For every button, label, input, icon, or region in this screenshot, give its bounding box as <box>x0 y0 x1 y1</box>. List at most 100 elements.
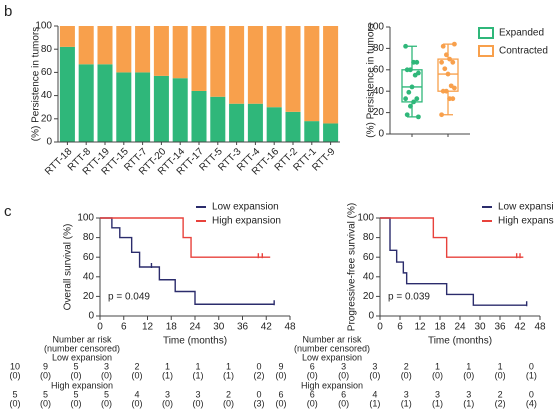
x-tick-label: 42 <box>261 322 273 333</box>
at-risk-count: 3 <box>165 389 170 399</box>
at-risk-count: 2 <box>134 361 139 371</box>
bar-segment <box>59 26 75 47</box>
bar-segment <box>323 123 339 142</box>
censored-count: (0) <box>401 370 412 380</box>
point <box>416 114 421 120</box>
point <box>411 59 416 65</box>
x-tick-label: 48 <box>534 322 546 333</box>
bar-segment <box>304 121 320 142</box>
bar-segment <box>172 78 188 142</box>
censored-count: (0) <box>132 398 143 408</box>
censored-count: (0) <box>101 370 112 380</box>
censored-count: (0) <box>338 398 349 408</box>
x-tick-label: 24 <box>189 322 201 333</box>
censored-count: (1) <box>401 398 412 408</box>
point <box>414 96 420 102</box>
bar-segment <box>59 46 75 142</box>
point <box>442 66 448 72</box>
at-risk-count: 3 <box>195 389 200 399</box>
y-tick-label: 60 <box>363 252 375 263</box>
x-tick-label: 36 <box>237 322 249 333</box>
x-tick-label: 48 <box>284 322 296 333</box>
y-tick-label: 80 <box>363 232 375 243</box>
y-tick-label: 100 <box>357 213 374 224</box>
y-tick-label: 0 <box>378 129 384 140</box>
risk-table-title: Number ar risk <box>52 334 112 344</box>
x-tick-label: 30 <box>213 322 225 333</box>
bar-segment <box>78 64 94 142</box>
point <box>403 43 408 49</box>
y-axis-label: Overall survival (%) <box>63 224 74 311</box>
bar-segment <box>78 26 94 65</box>
censored-count: (2) <box>254 370 265 380</box>
y-tick-label: 40 <box>83 271 95 282</box>
y-tick-label: 0 <box>88 311 94 322</box>
at-risk-count: 2 <box>404 361 409 371</box>
x-tick-label: 18 <box>166 322 178 333</box>
bar-segment <box>247 26 263 104</box>
bar-segment <box>266 107 282 142</box>
at-risk-count: 0 <box>529 389 534 399</box>
y-tick-label: 0 <box>46 137 52 148</box>
point <box>444 52 449 58</box>
censored-count: (4) <box>526 398 537 408</box>
at-risk-count: 3 <box>104 361 109 371</box>
at-risk-count: 1 <box>165 361 170 371</box>
y-tick-label: 100 <box>35 21 52 32</box>
y-tick-label: 100 <box>77 213 94 224</box>
bar-segment <box>135 72 151 142</box>
at-risk-count: 2 <box>226 389 231 399</box>
at-risk-count: 3 <box>341 361 346 371</box>
censored-count: (0) <box>40 370 51 380</box>
y-tick-label: 20 <box>363 291 375 302</box>
p-value: p = 0.039 <box>388 292 430 303</box>
x-tick-label: 6 <box>397 322 403 333</box>
censored-count: (0) <box>463 370 474 380</box>
at-risk-count: 6 <box>278 389 283 399</box>
censored-count: (0) <box>307 398 318 408</box>
y-tick-label: 40 <box>41 90 53 101</box>
y-tick-label: 40 <box>363 271 375 282</box>
censored-count: (0) <box>338 370 349 380</box>
censored-count: (2) <box>495 398 506 408</box>
censored-count: (0) <box>132 370 143 380</box>
legend-label: Low expansion <box>498 202 554 213</box>
y-tick-label: 80 <box>41 44 53 55</box>
censored-count: (1) <box>463 398 474 408</box>
x-tick-label: 0 <box>97 322 103 333</box>
at-risk-count: 9 <box>278 361 283 371</box>
bar-segment <box>116 72 132 142</box>
censored-count: (3) <box>254 398 265 408</box>
risk-row-label: Low expansion <box>52 352 112 362</box>
point <box>440 88 446 94</box>
censored-count: (1) <box>369 398 380 408</box>
x-tick-label: 30 <box>474 322 486 333</box>
censored-count: (0) <box>307 370 318 380</box>
at-risk-count: 1 <box>466 361 471 371</box>
survival-curve <box>100 217 271 258</box>
x-tick-label: 12 <box>414 322 426 333</box>
x-tick-label: 36 <box>494 322 506 333</box>
at-risk-count: 0 <box>529 361 534 371</box>
bar-segment <box>135 26 151 73</box>
censored-count: (0) <box>10 370 21 380</box>
at-risk-count: 3 <box>435 389 440 399</box>
x-tick-label: 0 <box>377 322 383 333</box>
y-tick-label: 40 <box>373 86 385 97</box>
censored-count: (1) <box>223 370 234 380</box>
legend-label: Expanded <box>499 28 544 39</box>
at-risk-count: 4 <box>372 389 377 399</box>
bar-segment <box>97 64 113 142</box>
x-tick-label: 42 <box>514 322 526 333</box>
point <box>448 83 454 89</box>
bar-segment <box>191 26 207 91</box>
censored-count: (0) <box>276 370 287 380</box>
at-risk-count: 9 <box>43 361 48 371</box>
y-tick-label: 100 <box>367 22 384 33</box>
censored-count: (0) <box>101 398 112 408</box>
y-tick-label: 80 <box>83 232 95 243</box>
at-risk-count: 5 <box>43 389 48 399</box>
risk-table-title: (number censored) <box>294 343 370 353</box>
censored-count: (0) <box>432 370 443 380</box>
